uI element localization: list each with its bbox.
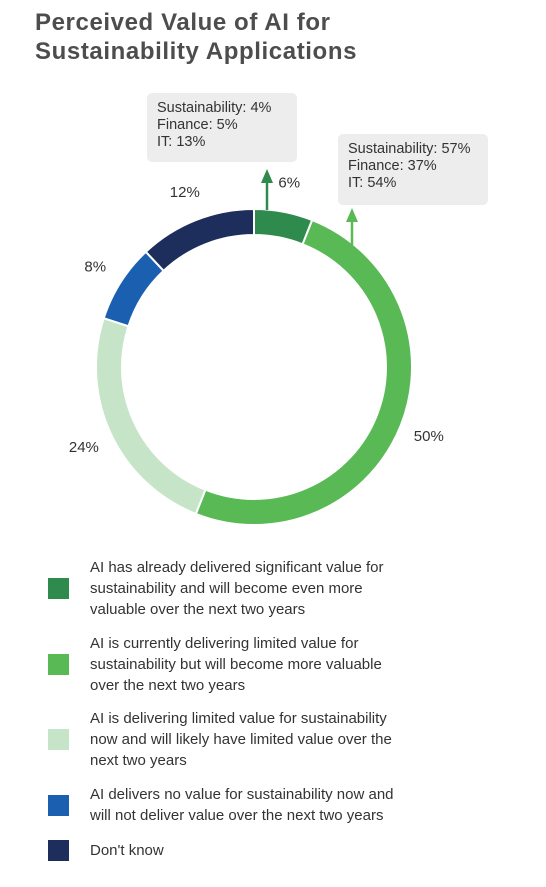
donut-value-labels: 6% 50% 24% 8% 12% [69,174,444,456]
callout-arrow-right [346,208,358,245]
slice-value-label-2: 50% [414,428,444,445]
legend-item: AI is currently delivering limited value… [48,633,508,696]
donut-slice-3 [95,316,207,516]
legend-label: AI delivers no value for sustainability … [90,784,490,826]
callout-line: IT: 13% [157,134,206,150]
legend-label-line: AI is delivering limited value for susta… [90,710,387,727]
donut-slice-2 [194,218,413,526]
legend-label-line: over the next two years [90,677,246,694]
slice-value-label-1: 6% [278,174,300,191]
legend-label-line: now and will likely have limited value o… [90,731,392,748]
chart-title: Perceived Value of AI for Sustainability… [35,8,515,66]
legend-swatch [48,729,69,750]
chart-title-line-1: Perceived Value of AI for [35,9,331,36]
legend-item: Don't know [48,840,508,861]
legend-label-line: AI is currently delivering limited value… [90,635,359,652]
donut-chart: 6% 50% 24% 8% 12% [69,169,444,526]
legend-swatch [48,654,69,675]
legend-label-line: valuable over the next two years [90,601,306,618]
legend-item: AI delivers no value for sustainability … [48,784,508,826]
legend-label-line: will not deliver value over the next two… [90,807,384,824]
legend-label: AI is currently delivering limited value… [90,633,490,696]
legend-label-line: sustainability and will become even more [90,580,363,597]
legend-label-line: sustainability but will become more valu… [90,656,382,673]
callout-significant-value-breakdown: Sustainability: 4% Finance: 5% IT: 13% [147,93,297,162]
legend-label-line: AI has already delivered significant val… [90,559,384,576]
legend-label-line: AI delivers no value for sustainability … [90,786,394,803]
slice-value-label-5: 12% [170,184,200,201]
legend-label-line: Don't know [90,842,164,859]
legend-swatch [48,794,69,816]
callout-line: Finance: 37% [348,158,437,174]
donut-slice-1 [253,207,314,246]
donut-slices [95,207,413,526]
legend-label: AI has already delivered significant val… [90,557,490,620]
donut-slice-4 [102,250,166,328]
callout-line: Finance: 5% [157,117,238,133]
callout-line: IT: 54% [348,175,397,191]
callout-line: Sustainability: 4% [157,100,272,116]
legend-label-line: next two years [90,752,187,769]
slice-value-label-3: 24% [69,439,99,456]
legend-label: AI is delivering limited value for susta… [90,708,490,771]
legend-swatch [48,578,69,599]
slice-value-label-4: 8% [84,258,106,275]
donut-slice-5 [144,207,255,273]
chart-title-line-2: Sustainability Applications [35,38,358,65]
legend-swatch [48,840,69,861]
legend-item: AI has already delivered significant val… [48,557,508,620]
callout-line: Sustainability: 57% [348,141,471,157]
legend-label: Don't know [90,840,490,861]
callout-arrow-left [261,169,273,210]
legend-item: AI is delivering limited value for susta… [48,708,508,771]
callout-limited-value-breakdown: Sustainability: 57% Finance: 37% IT: 54% [338,134,488,205]
